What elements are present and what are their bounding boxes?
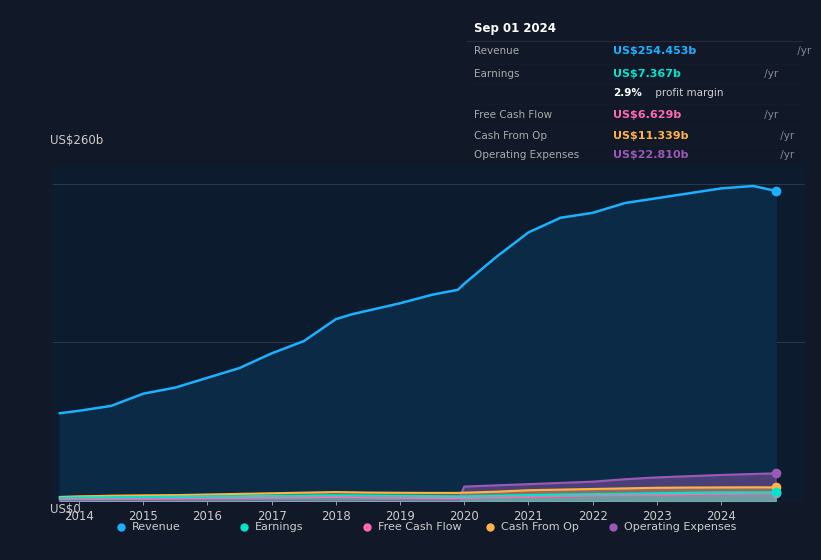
Text: Free Cash Flow: Free Cash Flow — [474, 110, 552, 120]
Text: US$260b: US$260b — [49, 134, 103, 147]
Text: US$0: US$0 — [49, 503, 80, 516]
Text: /yr: /yr — [777, 131, 795, 141]
Text: US$22.810b: US$22.810b — [613, 150, 689, 160]
Text: Cash From Op: Cash From Op — [502, 522, 579, 532]
Text: Free Cash Flow: Free Cash Flow — [378, 522, 462, 532]
Text: Operating Expenses: Operating Expenses — [624, 522, 736, 532]
Text: Earnings: Earnings — [255, 522, 304, 532]
Text: /yr: /yr — [761, 110, 778, 120]
Text: Earnings: Earnings — [474, 69, 519, 80]
Text: US$254.453b: US$254.453b — [613, 46, 696, 56]
Text: Cash From Op: Cash From Op — [474, 131, 547, 141]
Text: Sep 01 2024: Sep 01 2024 — [474, 22, 556, 35]
Text: 2.9%: 2.9% — [613, 88, 642, 99]
Text: /yr: /yr — [794, 46, 811, 56]
Text: /yr: /yr — [761, 69, 778, 80]
Text: US$6.629b: US$6.629b — [613, 110, 681, 120]
Text: Revenue: Revenue — [132, 522, 181, 532]
Text: US$11.339b: US$11.339b — [613, 131, 689, 141]
Text: /yr: /yr — [777, 150, 795, 160]
Text: profit margin: profit margin — [652, 88, 723, 99]
Text: Operating Expenses: Operating Expenses — [474, 150, 579, 160]
Text: US$7.367b: US$7.367b — [613, 69, 681, 80]
Text: Revenue: Revenue — [474, 46, 519, 56]
